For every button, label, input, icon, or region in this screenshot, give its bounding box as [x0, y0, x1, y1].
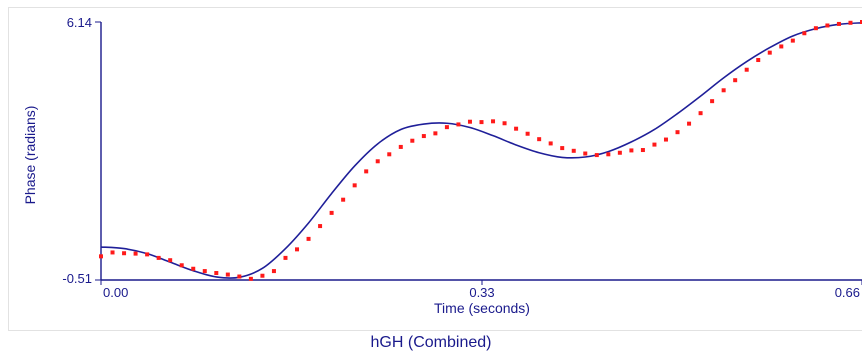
chart: 6.14 -0.51 0.00 0.33 0.66 Time (seconds)… — [22, 15, 862, 316]
data-point — [214, 271, 219, 276]
data-point — [825, 23, 830, 28]
data-point — [156, 255, 161, 260]
data-point — [860, 20, 862, 24]
data-point — [122, 251, 127, 256]
fit-line-series — [100, 21, 862, 279]
data-point — [168, 258, 173, 263]
data-point — [225, 272, 230, 277]
data-point — [848, 20, 853, 25]
data-point — [283, 255, 288, 260]
data-point — [375, 159, 380, 164]
data-point — [329, 210, 334, 215]
data-point — [387, 152, 392, 157]
chart-title: hGH (Combined) — [370, 334, 492, 351]
data-point — [652, 142, 657, 147]
data-point — [145, 252, 150, 257]
data-point — [640, 148, 645, 153]
data-point — [479, 120, 484, 125]
data-point — [237, 274, 242, 279]
y-tick-label-min: -0.51 — [62, 271, 92, 286]
data-point — [560, 146, 565, 151]
data-point — [99, 254, 103, 259]
data-point — [514, 126, 519, 131]
data-point — [744, 67, 749, 72]
data-point — [790, 38, 795, 43]
data-point — [583, 151, 588, 156]
data-point — [756, 58, 761, 63]
data-point — [410, 138, 415, 143]
data-point — [502, 121, 507, 126]
data-point — [663, 137, 668, 142]
data-point — [629, 148, 634, 153]
data-point — [571, 148, 576, 153]
plot-area — [99, 20, 862, 281]
data-point — [675, 130, 680, 135]
data-point — [433, 131, 438, 136]
data-point — [767, 50, 772, 55]
data-point — [594, 153, 599, 158]
data-point — [525, 131, 530, 136]
data-point — [318, 224, 323, 229]
y-tick-label-max: 6.14 — [67, 15, 92, 30]
data-point — [456, 122, 461, 127]
data-point — [813, 26, 818, 31]
data-point — [306, 236, 311, 241]
data-point — [617, 150, 622, 155]
data-point — [733, 78, 738, 83]
data-point — [802, 31, 807, 36]
data-point — [191, 266, 196, 271]
data-point — [698, 111, 703, 116]
x-tick-label-start: 0.00 — [103, 285, 128, 300]
data-point — [341, 197, 346, 202]
data-point — [721, 88, 726, 93]
data-point — [836, 21, 841, 26]
data-point — [352, 183, 357, 188]
x-axis-title: Time (seconds) — [434, 300, 530, 316]
data-point — [133, 251, 138, 256]
data-point — [548, 141, 553, 146]
data-point — [444, 125, 449, 130]
data-point — [398, 144, 403, 149]
data-point — [537, 137, 542, 142]
data-point — [710, 99, 715, 104]
data-point — [467, 119, 472, 124]
data-point — [271, 269, 276, 274]
x-tick-label-end: 0.66 — [835, 285, 860, 300]
data-point — [364, 169, 369, 174]
data-point — [491, 119, 496, 124]
data-point — [202, 269, 207, 274]
data-point — [421, 134, 426, 139]
data-point — [260, 273, 265, 278]
plot-frame — [8, 7, 862, 331]
y-axis-title: Phase (radians) — [22, 106, 38, 205]
data-point — [110, 250, 115, 255]
x-tick-label-mid: 0.33 — [469, 285, 494, 300]
data-point — [295, 247, 300, 252]
data-point — [179, 263, 184, 268]
data-point — [606, 152, 611, 157]
data-point — [687, 121, 692, 126]
data-point — [248, 276, 253, 281]
data-point — [779, 44, 784, 49]
